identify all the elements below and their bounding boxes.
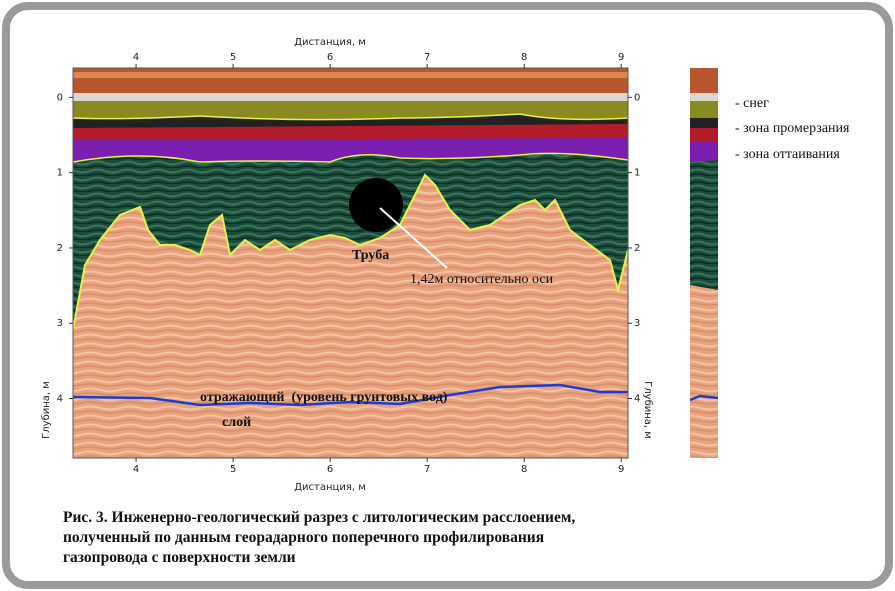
layer-label: слой <box>222 415 251 430</box>
reflector-label: отражающий (уровень грунтовых вод) <box>200 390 448 405</box>
y-axis-title: Глубина, м <box>41 381 52 439</box>
x-tick-label: 9 <box>618 52 624 63</box>
figure: Дистанция, м Дистанция, м Глубина, м Глу… <box>0 0 895 591</box>
pipe-label: Труба <box>352 248 389 263</box>
caption-line: полученный по данным георадарного попере… <box>63 529 544 546</box>
legend-entry: - зона оттаивания <box>735 147 840 162</box>
legend-entry: - снег <box>735 96 769 111</box>
distance-label: 1,42м относительно оси <box>410 272 554 287</box>
x-axis-title: Дистанция, м <box>294 482 366 493</box>
y-tick-label: 0 <box>634 92 640 103</box>
x-tick-label: 4 <box>133 464 139 475</box>
y-tick-label: 1 <box>634 168 640 179</box>
y-tick-label: 4 <box>634 394 640 405</box>
y-tick-label: 2 <box>57 243 63 254</box>
x-tick-label: 9 <box>618 464 624 475</box>
x-tick-label: 7 <box>424 464 430 475</box>
caption-line: Рис. 3. Инженерно-геологический разрез с… <box>63 509 575 526</box>
x-tick-label: 6 <box>327 464 333 475</box>
x-tick-label: 6 <box>327 52 333 63</box>
x-axis-title: Дистанция, м <box>294 37 366 48</box>
y-tick-label: 4 <box>57 394 63 405</box>
y-tick-label: 1 <box>57 168 63 179</box>
y-tick-label: 2 <box>634 243 640 254</box>
y-tick-label: 0 <box>57 92 63 103</box>
y-axis-title: Глубина, м <box>642 381 653 439</box>
y-tick-label: 3 <box>57 318 63 329</box>
y-tick-label: 3 <box>634 318 640 329</box>
side-radargram <box>690 68 718 458</box>
x-tick-label: 8 <box>521 52 527 63</box>
x-tick-label: 5 <box>230 52 236 63</box>
legend-entry: - зона промерзания <box>735 121 850 136</box>
x-tick-label: 4 <box>133 52 139 63</box>
x-tick-label: 7 <box>424 52 430 63</box>
x-tick-label: 5 <box>230 464 236 475</box>
caption-line: газопровода с поверхности земли <box>63 549 296 566</box>
x-tick-label: 8 <box>521 464 527 475</box>
